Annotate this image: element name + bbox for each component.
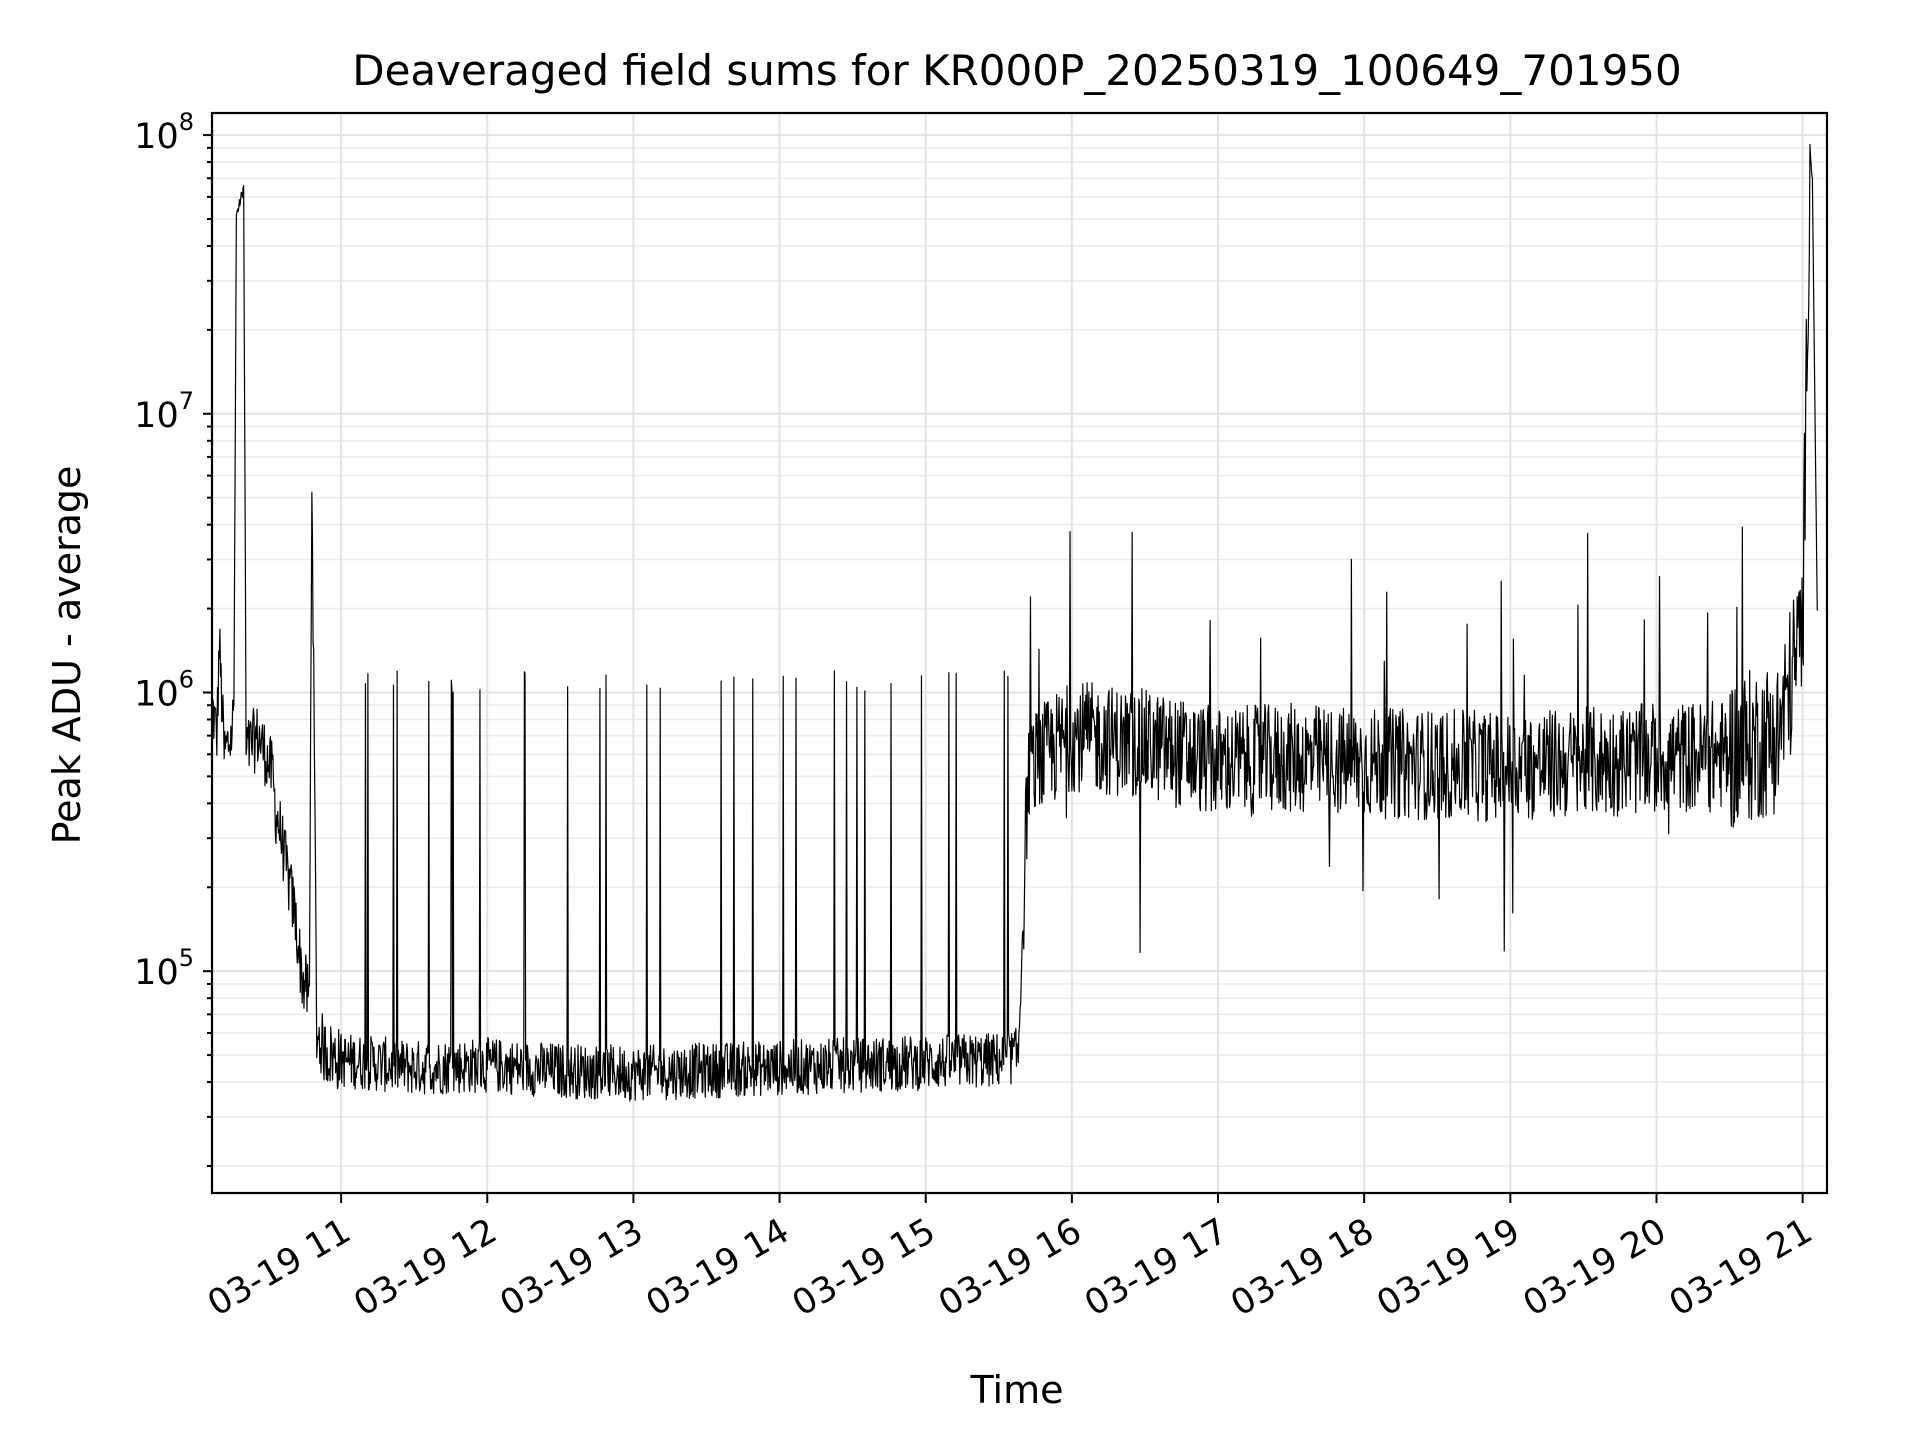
plot-frame xyxy=(210,111,1829,1195)
y-tick-label: 108 xyxy=(134,108,194,157)
y-tick-label: 105 xyxy=(134,944,194,993)
x-tick-label: 03-19 15 xyxy=(786,1211,942,1324)
x-tick-label: 03-19 17 xyxy=(1078,1211,1234,1324)
x-tick-label: 03-19 13 xyxy=(494,1211,650,1324)
x-axis-label: Time xyxy=(970,1368,1064,1412)
x-tick-label: 03-19 14 xyxy=(640,1211,796,1324)
y-axis-label: Peak ADU - average xyxy=(45,466,89,845)
series-line xyxy=(211,143,1818,1102)
y-tick-label: 107 xyxy=(134,387,194,436)
y-tick-label: 106 xyxy=(134,665,194,714)
x-tick-label: 03-19 16 xyxy=(932,1211,1088,1324)
x-tick-label: 03-19 11 xyxy=(201,1211,357,1324)
x-tick-label: 03-19 20 xyxy=(1517,1211,1673,1324)
x-tick-label: 03-19 21 xyxy=(1663,1211,1819,1324)
chart-title: Deaveraged field sums for KR000P_2025031… xyxy=(352,46,1682,95)
x-tick-label: 03-19 18 xyxy=(1224,1211,1380,1324)
x-tick-label: 03-19 19 xyxy=(1371,1211,1527,1324)
x-tick-label: 03-19 12 xyxy=(347,1211,503,1324)
